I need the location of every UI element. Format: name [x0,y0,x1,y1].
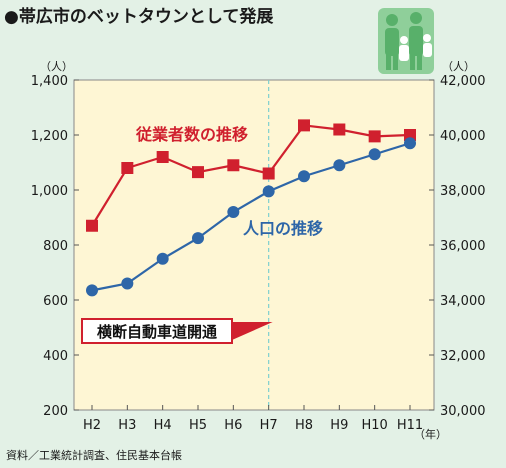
series-line [91,142,411,292]
chart-title: ●帯広市のベットタウンとして発展 [4,6,273,27]
left-tick-label: 400 [43,349,68,364]
data-point [404,137,416,150]
right-tick-label: 42,000 [440,74,486,89]
x-axis: H2 H3 H4 H5 H6 H7 H8 H9 H10 H11 [83,405,423,433]
data-point [86,284,98,297]
data-point [227,206,240,218]
data-point [298,170,310,183]
data-point [156,151,169,163]
right-tick-label: 38,000 [440,184,486,199]
data-point [262,167,275,180]
x-tick-label: H10 [362,418,388,433]
source-note: 資料／工業統計調査、住民基本台帳 [6,448,182,462]
right-tick-label: 40,000 [440,129,486,144]
series-label-employees: 従業者数の推移 [135,125,248,144]
left-axis: 200 400 600 800 1,000 1,200 1,400 [31,74,79,419]
family-icon [378,8,434,74]
left-axis-unit: （人） [40,60,73,73]
plot-area [73,79,435,411]
data-point [333,123,346,136]
x-tick-label: H2 [83,418,101,433]
data-point [262,185,275,198]
x-tick-label: H5 [189,418,207,433]
x-tick-label: H6 [224,418,242,433]
series-line [91,124,411,227]
series-employees [86,119,416,232]
series-population [86,137,416,297]
data-point [404,129,416,141]
left-tick-label: 200 [43,404,68,419]
x-tick-label: H11 [397,418,423,433]
x-tick-label: H9 [330,418,348,433]
data-point [156,252,169,265]
data-point [121,162,134,174]
data-point [121,277,134,290]
left-tick-label: 1,400 [31,74,68,89]
right-tick-label: 30,000 [440,404,486,419]
annotation-box: 横断自動車道開通 [81,318,273,344]
x-tick-label: H7 [260,418,278,433]
left-tick-label: 1,000 [31,184,68,199]
left-tick-label: 1,200 [31,129,68,144]
right-tick-label: 34,000 [440,294,486,309]
left-tick-label: 600 [43,294,68,309]
x-tick-label: H8 [295,418,313,433]
data-point [368,130,381,143]
x-tick-label: H3 [118,418,136,433]
data-point [192,232,204,245]
data-point [368,148,381,161]
data-point [192,166,204,179]
right-tick-label: 36,000 [440,239,486,254]
annotation-text: 横断自動車道開通 [97,323,217,341]
x-axis-unit: （年） [414,427,447,441]
data-point [227,159,240,172]
x-tick-label: H4 [154,418,172,433]
right-axis-unit: （人） [442,60,475,73]
data-point [298,119,310,132]
series-label-population: 人口の推移 [243,219,323,238]
right-tick-label: 32,000 [440,349,486,364]
data-point [333,159,346,172]
left-tick-label: 800 [43,239,68,254]
data-point [86,219,98,232]
right-axis: 30,000 32,000 34,000 36,000 38,000 40,000 42,0… [429,74,486,419]
